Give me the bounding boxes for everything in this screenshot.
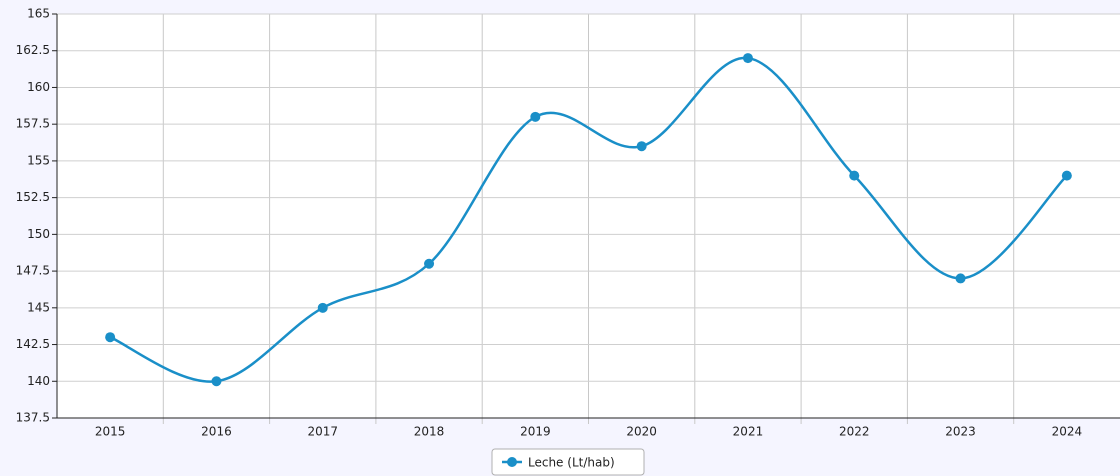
x-tick-label: 2022 — [839, 425, 870, 439]
y-tick-label: 160 — [27, 80, 50, 94]
x-tick-label: 2019 — [520, 425, 551, 439]
y-tick-label: 155 — [27, 153, 50, 167]
x-tick-label: 2023 — [945, 425, 976, 439]
legend-marker — [507, 457, 517, 467]
x-tick-label: 2017 — [307, 425, 338, 439]
x-tick-label: 2016 — [201, 425, 232, 439]
legend-label: Leche (Lt/hab) — [528, 456, 615, 470]
x-tick-label: 2015 — [95, 425, 126, 439]
x-tick-label: 2018 — [414, 425, 445, 439]
y-tick-label: 162.5 — [16, 43, 50, 57]
x-tick-label: 2020 — [626, 425, 657, 439]
y-tick-label: 145 — [27, 300, 50, 314]
point — [530, 111, 541, 122]
y-tick-label: 150 — [27, 227, 50, 241]
y-tick-label: 165 — [27, 7, 50, 21]
y-tick-label: 157.5 — [16, 117, 50, 131]
x-tick-label: 2021 — [733, 425, 764, 439]
y-tick-label: 137.5 — [16, 411, 50, 425]
y-tick-label: 147.5 — [16, 264, 50, 278]
line — [109, 56, 1068, 383]
point — [105, 332, 116, 343]
y-tick-label: 140 — [27, 374, 50, 388]
point — [636, 141, 647, 152]
point — [317, 302, 328, 313]
x-tick-label: 2024 — [1052, 425, 1083, 439]
point — [211, 376, 222, 387]
y-tick-label: 142.5 — [16, 337, 50, 351]
point — [1061, 170, 1072, 181]
point — [955, 273, 966, 284]
point — [742, 53, 753, 64]
point — [424, 258, 435, 269]
legend-box — [491, 448, 645, 476]
y-tick-label: 152.5 — [16, 190, 50, 204]
point — [849, 170, 860, 181]
